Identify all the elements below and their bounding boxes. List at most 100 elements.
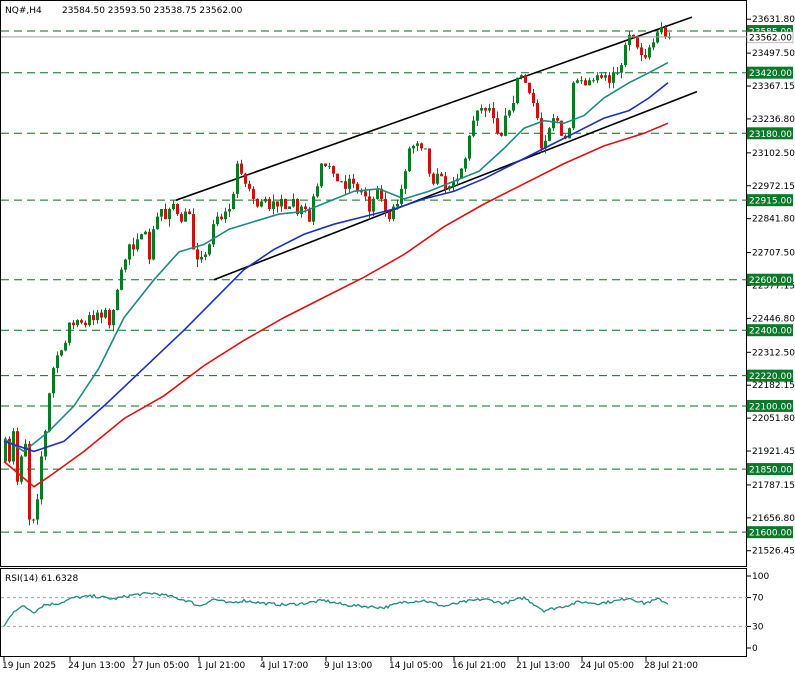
candle [52, 366, 55, 398]
candle [644, 48, 647, 60]
ma-50-line [3, 82, 669, 453]
candle [108, 308, 111, 329]
candle [192, 208, 195, 250]
candle [204, 251, 207, 261]
candle [628, 31, 631, 51]
candle [16, 427, 19, 486]
candle [368, 189, 371, 220]
candle [492, 102, 495, 124]
svg-text:22600.00: 22600.00 [749, 276, 792, 286]
svg-text:21850.00: 21850.00 [749, 466, 792, 476]
candle [132, 237, 135, 257]
candle [448, 185, 451, 191]
candle [352, 174, 355, 188]
candle [116, 288, 119, 311]
candle [120, 267, 123, 291]
candle [648, 44, 651, 60]
candle [296, 198, 299, 217]
candle [284, 198, 287, 210]
svg-text:21600.00: 21600.00 [749, 529, 792, 539]
candle [572, 81, 575, 130]
candle [516, 77, 519, 105]
candle [464, 157, 467, 173]
candle [432, 172, 435, 186]
price-pane-border [0, 0, 747, 567]
candle [412, 144, 415, 154]
candle [548, 127, 551, 142]
candle [228, 203, 231, 218]
candle [640, 42, 643, 62]
candle [596, 72, 599, 84]
candle [48, 392, 51, 433]
candle [240, 159, 243, 176]
time-tick-label: 16 Jul 21:00 [452, 661, 506, 671]
level-tag-22400.00: 22400.00 [747, 324, 793, 337]
rsi-tick-label: 30 [752, 622, 764, 632]
candle [112, 309, 115, 332]
price-tick-label: 22312.50 [752, 348, 795, 358]
candle [264, 196, 267, 203]
candle [620, 63, 623, 79]
price-tick-label: 23236.80 [752, 115, 795, 125]
candle [512, 95, 515, 113]
price-axis: 23631.80 23497.50 23367.15 23236.80 23102.50… [747, 15, 795, 557]
time-tick-label: 4 Jul 17:00 [260, 661, 309, 671]
candle [200, 250, 203, 263]
svg-text:22220.00: 22220.00 [749, 372, 792, 382]
svg-text:22915.00: 22915.00 [749, 197, 792, 207]
candle [72, 319, 75, 330]
candle [336, 173, 339, 182]
candle [436, 168, 439, 186]
ma-200-line [3, 122, 669, 488]
svg-text:22400.00: 22400.00 [749, 327, 792, 337]
candle [652, 38, 655, 51]
candle [316, 183, 319, 198]
candle [392, 204, 395, 222]
time-tick-label: 21 Jul 13:00 [516, 661, 570, 671]
candle [164, 203, 167, 220]
price-tick-label: 22707.50 [752, 249, 795, 259]
candle [568, 127, 571, 139]
level-tag-21850.00: 21850.00 [747, 463, 793, 476]
horizontal-levels [1, 30, 747, 533]
candle [80, 318, 83, 325]
candle [592, 77, 595, 83]
price-tick-label: 22051.80 [752, 414, 795, 424]
candle [148, 228, 151, 265]
candle [208, 243, 211, 257]
time-tick-label: 9 Jul 13:00 [324, 661, 373, 671]
candle [236, 160, 239, 198]
level-tag-22915.00: 22915.00 [747, 194, 793, 207]
time-tick-label: 28 Jul 21:00 [644, 661, 698, 671]
candle [416, 140, 419, 151]
rsi-indicator: 100 70 30 0 [1, 572, 769, 654]
candle [20, 454, 23, 485]
candle [400, 184, 403, 207]
candle [232, 191, 235, 210]
candle [188, 209, 191, 215]
candle [320, 162, 323, 188]
candle [604, 72, 607, 81]
rsi-tick-label: 70 [752, 594, 764, 604]
candle [180, 212, 183, 224]
candle [88, 311, 91, 327]
candle [288, 206, 291, 210]
candle [36, 493, 39, 525]
candle [280, 194, 283, 212]
candle [328, 162, 331, 170]
level-tag-21600.00: 21600.00 [747, 526, 793, 539]
price-tick-label: 22182.15 [752, 381, 795, 391]
candle [64, 340, 67, 352]
candle [420, 142, 423, 151]
moving-averages [3, 61, 669, 488]
candle [532, 88, 535, 107]
candle [496, 111, 499, 135]
candle [220, 213, 223, 221]
candle [404, 169, 407, 194]
price-tick-label: 22446.80 [752, 314, 795, 324]
candle [536, 99, 539, 121]
candle [504, 107, 507, 137]
candle [256, 198, 259, 208]
